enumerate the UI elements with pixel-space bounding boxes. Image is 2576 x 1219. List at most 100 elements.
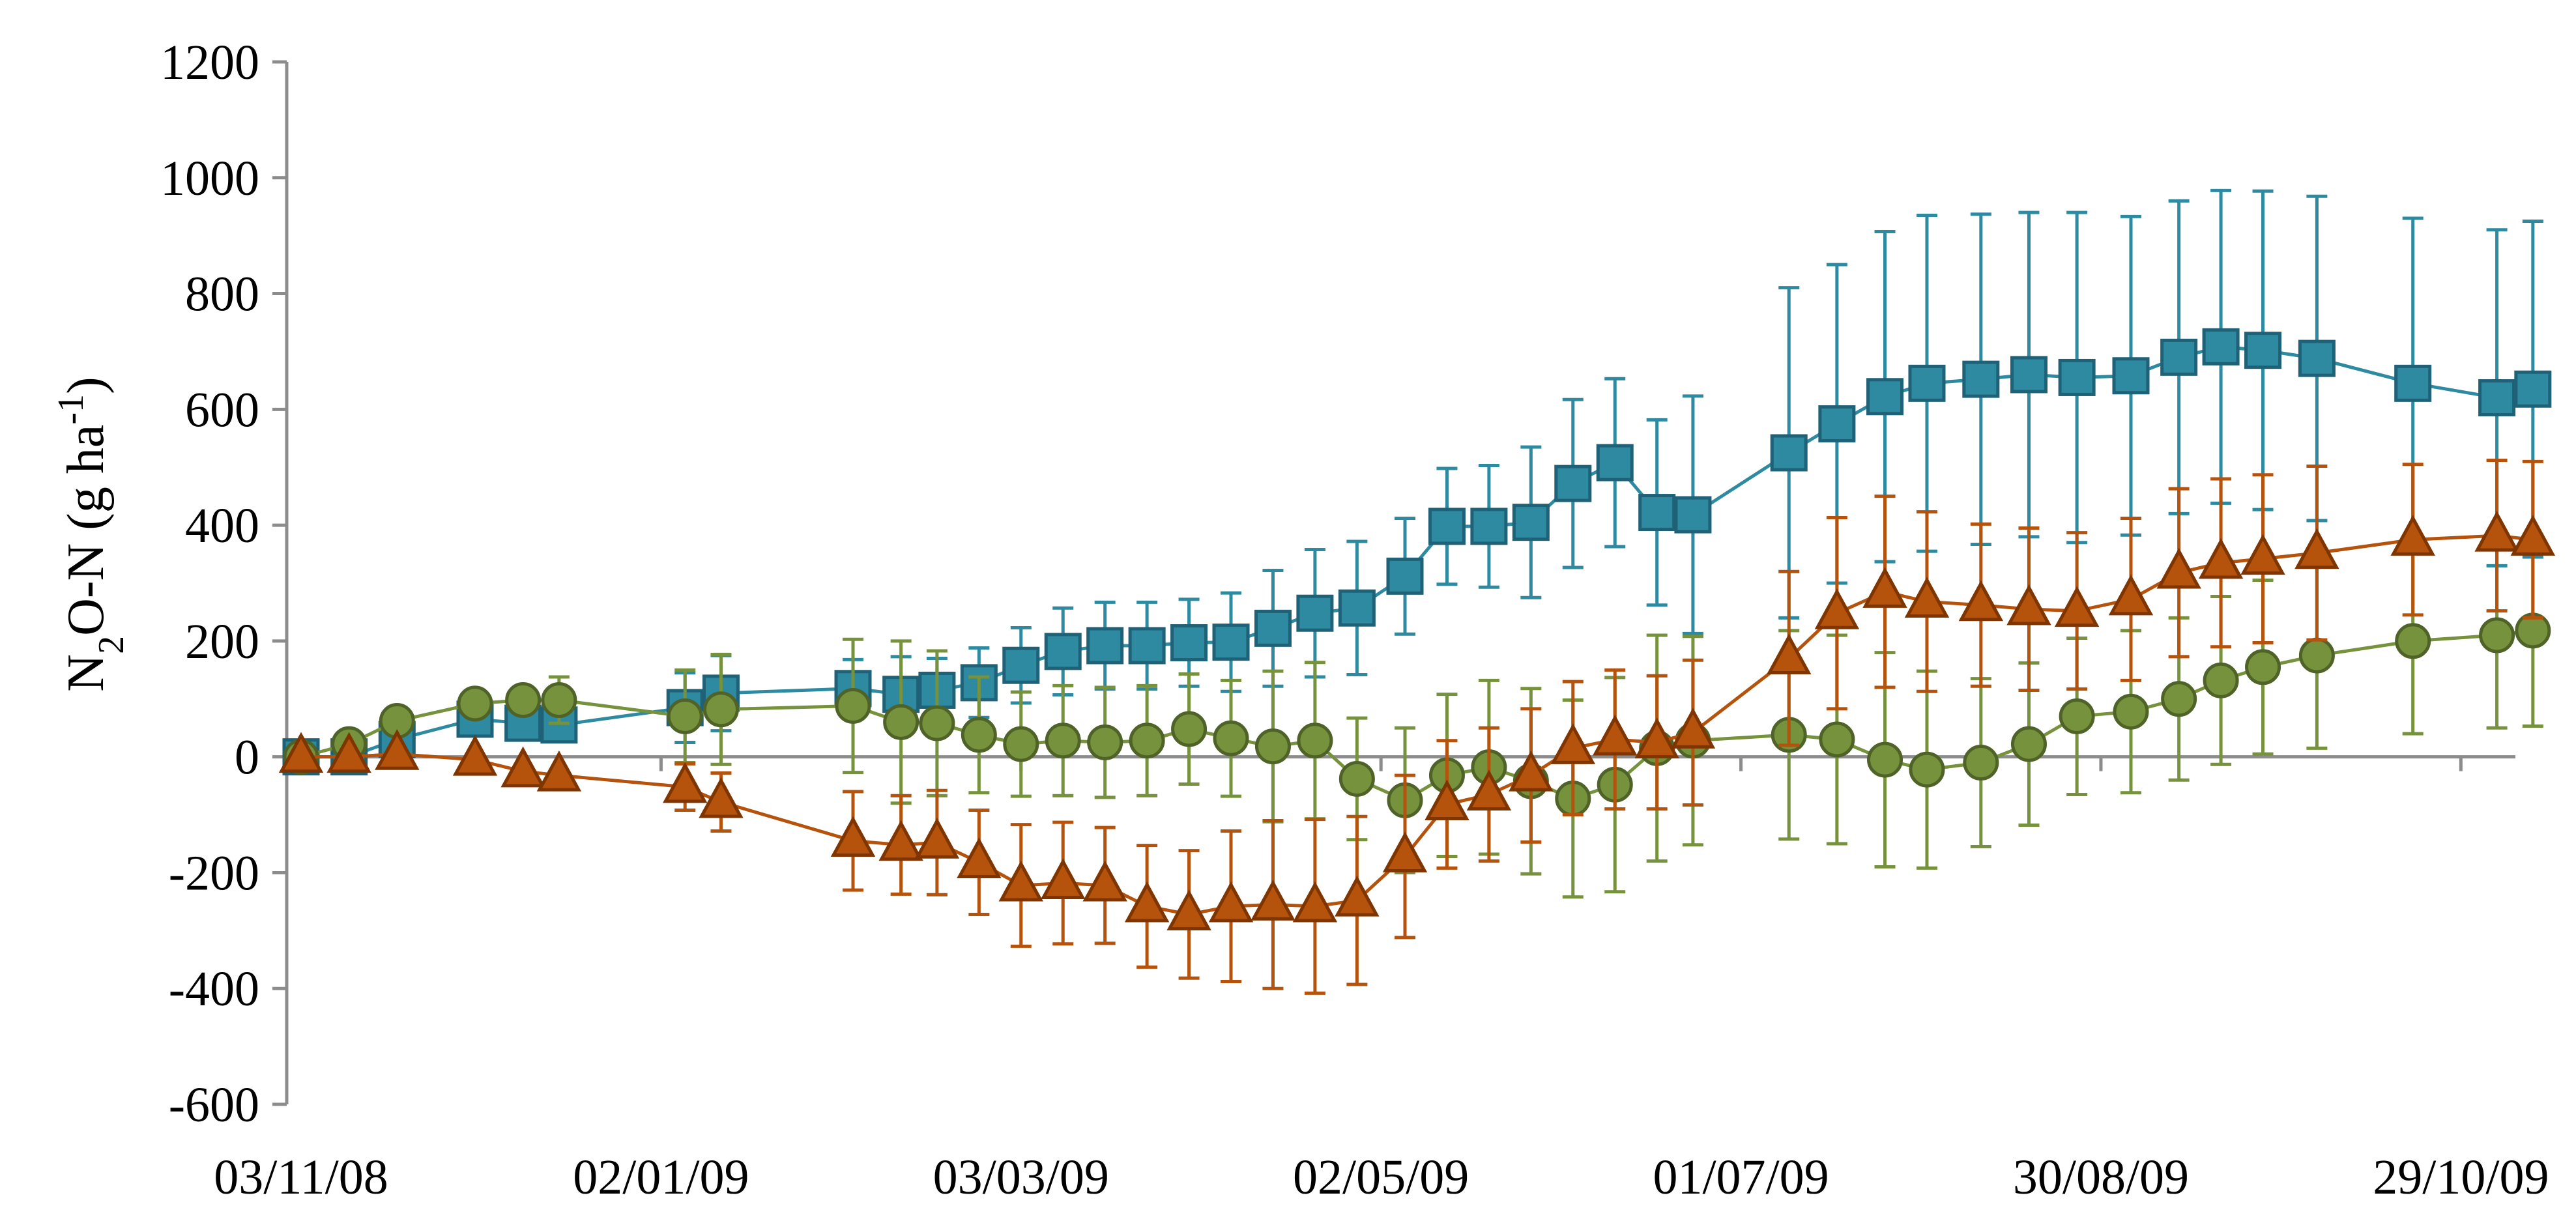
data-point <box>2478 379 2516 417</box>
data-point <box>1638 494 1676 532</box>
data-point <box>326 732 371 773</box>
x-tick-label: 02/01/09 <box>573 1150 749 1205</box>
data-point <box>1002 646 1040 684</box>
data-point <box>830 816 876 857</box>
data-point <box>1086 627 1124 665</box>
data-point <box>2160 338 2198 376</box>
x-tick-label: 03/11/08 <box>214 1150 388 1205</box>
data-point <box>2010 726 2047 762</box>
data-point <box>1082 860 1127 902</box>
data-point <box>1554 465 1592 502</box>
data-point <box>2198 538 2244 579</box>
data-point <box>1297 723 1333 759</box>
data-point <box>500 746 545 788</box>
data-point <box>2479 617 2515 653</box>
data-point <box>663 762 708 803</box>
data-point <box>1862 567 1907 608</box>
y-axis-label: N2O-N (g ha-1) <box>51 377 132 691</box>
data-point <box>2245 649 2281 685</box>
data-point <box>2510 515 2556 556</box>
data-point <box>667 698 703 734</box>
data-point <box>1670 708 1716 749</box>
data-point <box>1767 633 1812 675</box>
y-tick-label: -400 <box>169 962 259 1016</box>
data-point <box>2059 698 2095 734</box>
y-tick-label: -200 <box>169 846 259 900</box>
data-point <box>878 820 923 861</box>
data-point <box>1128 627 1166 665</box>
data-point <box>1466 769 1512 810</box>
x-tick-label: 02/05/09 <box>1293 1150 1469 1205</box>
data-point <box>1509 750 1554 792</box>
data-point <box>1818 405 1856 443</box>
data-point <box>2006 584 2051 625</box>
data-point <box>1904 577 1950 618</box>
x-tick-label: 30/08/09 <box>2013 1150 2189 1205</box>
data-point <box>2240 534 2285 575</box>
data-point <box>536 750 582 792</box>
data-point <box>914 818 960 859</box>
data-point <box>2112 357 2150 395</box>
data-point <box>541 682 577 719</box>
y-tick-label: -600 <box>169 1078 259 1132</box>
data-point <box>699 777 744 818</box>
data-point <box>1335 875 1380 917</box>
data-point <box>1041 858 1086 899</box>
data-point <box>1593 714 1638 756</box>
data-point <box>702 691 739 728</box>
data-point <box>1674 496 1712 534</box>
data-point <box>1867 741 1903 778</box>
data-point <box>2394 364 2432 402</box>
data-point <box>1428 508 1466 545</box>
data-point <box>1045 723 1081 759</box>
data-point <box>2054 586 2100 627</box>
data-point <box>1550 723 1595 764</box>
data-point <box>2113 693 2149 730</box>
data-point <box>1251 880 1295 921</box>
data-point <box>998 860 1043 902</box>
data-point <box>1087 724 1123 760</box>
data-point <box>1909 751 1945 788</box>
data-point <box>2202 328 2240 366</box>
data-point <box>1908 364 1946 402</box>
data-point <box>1170 624 1208 662</box>
data-point <box>2203 662 2239 698</box>
data-point <box>957 837 1002 878</box>
series-line <box>301 345 2534 759</box>
data-point <box>1596 444 1634 481</box>
data-point <box>2161 681 2197 717</box>
y-tick-label: 1200 <box>160 35 259 90</box>
data-point <box>457 685 493 722</box>
data-point <box>1512 504 1550 541</box>
data-point <box>452 734 498 776</box>
data-point <box>1962 360 2000 398</box>
data-point <box>2514 370 2552 408</box>
data-point <box>1339 760 1375 797</box>
series-triangle <box>278 459 2556 995</box>
data-point <box>2058 358 2096 396</box>
data-point <box>1814 588 1860 629</box>
data-point <box>2108 574 2154 616</box>
data-point <box>1425 779 1469 821</box>
y-tick-label: 400 <box>185 498 259 553</box>
data-point <box>2294 528 2339 569</box>
x-tick-label: 29/10/09 <box>2373 1150 2549 1205</box>
data-point <box>375 729 420 770</box>
y-tick-label: 0 <box>235 730 259 785</box>
data-point <box>1254 728 1291 765</box>
data-point <box>1003 726 1039 762</box>
data-point <box>961 717 997 753</box>
y-axis: 1200 1000 800 600 400 200 0 -200 -400 -600 <box>160 35 289 1132</box>
data-point <box>1866 378 1904 416</box>
data-point <box>1770 434 1808 472</box>
y-tick-label: 800 <box>185 267 259 322</box>
data-point <box>1171 711 1208 747</box>
data-point <box>1338 589 1376 627</box>
data-point <box>2244 332 2282 369</box>
data-point <box>2390 515 2435 556</box>
data-point <box>1386 557 1424 595</box>
x-tick-label: 03/03/09 <box>933 1150 1109 1205</box>
y-tick-label: 1000 <box>160 151 259 206</box>
data-point <box>2156 547 2201 589</box>
